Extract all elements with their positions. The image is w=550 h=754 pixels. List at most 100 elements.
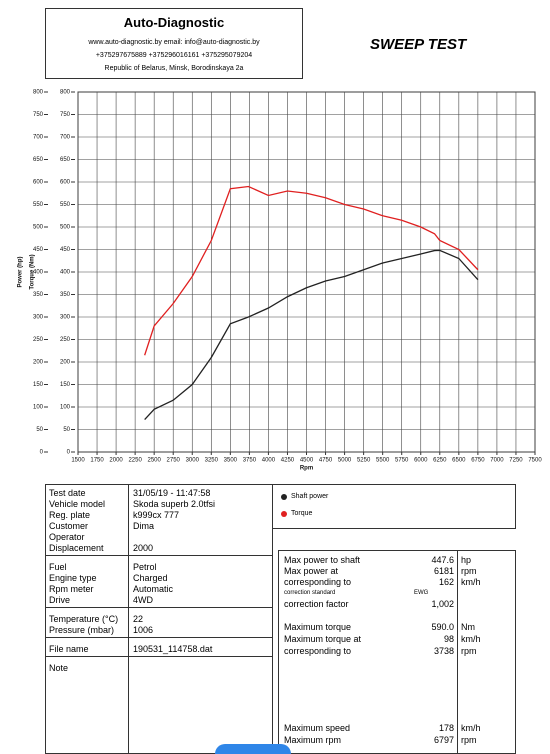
- result-value: 3738: [433, 646, 454, 656]
- results-table: Max power to shaft 447.6 hp Max power at 618…: [278, 550, 516, 754]
- x-tick-label: 7500: [528, 458, 542, 464]
- result-value: EWG: [414, 590, 429, 596]
- x-tick-label: 6500: [452, 458, 466, 464]
- result-value: 590.0: [431, 622, 454, 632]
- result-label: Maximum torque at: [284, 634, 362, 644]
- x-tick-label: 2000: [109, 458, 123, 464]
- y-axis-title: Power (hp): [18, 256, 24, 287]
- field-value: k999cx 777: [133, 510, 180, 520]
- field-label: Fuel: [49, 562, 67, 572]
- scroll-button[interactable]: [215, 744, 291, 754]
- field-value: Petrol: [133, 562, 157, 572]
- field-label: Displacement: [49, 543, 104, 553]
- field-label: Temperature (°C): [49, 614, 119, 624]
- x-tick-label: 3750: [243, 458, 257, 464]
- y-tick-label: 150: [33, 382, 44, 388]
- series-line: [144, 249, 479, 421]
- y2-tick-label: 350: [60, 292, 71, 298]
- x-tick-label: 4250: [281, 458, 295, 464]
- result-label: Maximum rpm: [284, 735, 342, 745]
- info-table: Test date 31/05/19 - 11:47:58 Vehicle mode…: [45, 484, 273, 754]
- x-tick-label: 3500: [224, 458, 238, 464]
- result-unit: rpm: [461, 735, 477, 745]
- legend-label: Torque: [291, 510, 313, 517]
- y2-tick-label: 500: [60, 225, 71, 231]
- series-line: [144, 185, 479, 356]
- field-label: Reg. plate: [49, 510, 91, 520]
- header-line: www.auto-diagnostic.by email: info@auto-…: [88, 39, 260, 46]
- result-value: 6181: [433, 566, 454, 576]
- y2-tick-label: 400: [60, 270, 71, 276]
- y2-tick-label: 450: [60, 247, 71, 253]
- field-value: 4WD: [133, 595, 153, 605]
- header-line: +375297675889 +375296016161 +37529507920…: [95, 52, 253, 59]
- y-tick-label: 350: [33, 292, 44, 298]
- field-label: File name: [49, 644, 89, 654]
- result-value: 178: [438, 723, 454, 733]
- row-divider: [46, 656, 272, 657]
- result-unit: rpm: [461, 646, 477, 656]
- result-value: 98: [443, 634, 454, 644]
- result-unit: km/h: [461, 634, 481, 644]
- y-tick-label: 700: [33, 135, 44, 141]
- y-tick-label: 550: [33, 202, 44, 208]
- x-tick-label: 5000: [338, 458, 352, 464]
- x-tick-label: 4000: [262, 458, 276, 464]
- result-value: 447.6: [431, 555, 454, 565]
- x-tick-label: 4750: [319, 458, 333, 464]
- field-label: Customer: [49, 521, 89, 531]
- result-label: correction factor: [284, 599, 349, 609]
- x-tick-label: 7250: [509, 458, 523, 464]
- company: Auto-Diagnostic: [123, 15, 225, 30]
- field-value: 1006: [133, 625, 154, 635]
- column-divider: [128, 485, 129, 754]
- result-label: corresponding to: [284, 577, 352, 587]
- y2-tick-label: 700: [60, 135, 71, 141]
- y2-tick-label: 800: [60, 90, 71, 96]
- x-tick-label: 5500: [376, 458, 390, 464]
- y-tick-label: 400: [33, 270, 44, 276]
- result-label: Max power at: [284, 566, 339, 576]
- y2-tick-label: 50: [63, 427, 70, 433]
- field-label: Drive: [49, 595, 71, 605]
- x-tick-label: 3000: [186, 458, 200, 464]
- row-divider: [46, 607, 272, 608]
- x-tick-label: 1500: [71, 458, 85, 464]
- field-value: 190531_114758.dat: [133, 644, 213, 654]
- result-label: correction standard: [284, 590, 336, 596]
- result-value: 1,002: [431, 599, 454, 609]
- x-tick-label: 6250: [433, 458, 447, 464]
- y2-tick-label: 750: [60, 112, 71, 118]
- result-label: Maximum speed: [284, 723, 351, 733]
- x-tick-label: 2750: [167, 458, 181, 464]
- field-value: Skoda superb 2.0tfsi: [133, 499, 216, 509]
- x-tick-label: 3250: [205, 458, 219, 464]
- y2-tick-label: 600: [60, 180, 71, 186]
- result-label: corresponding to: [284, 646, 352, 656]
- x-tick-label: 1750: [90, 458, 104, 464]
- y2-tick-label: 150: [60, 382, 71, 388]
- result-unit: rpm: [461, 566, 477, 576]
- x-tick-label: 7000: [490, 458, 504, 464]
- y2-tick-label: 100: [60, 405, 71, 411]
- header-box: Auto-Diagnostic www.auto-diagnostic.by e…: [45, 8, 303, 79]
- x-tick-label: 5250: [357, 458, 371, 464]
- field-label: Vehicle model: [49, 499, 106, 509]
- field-value: 2000: [133, 543, 154, 553]
- legend: Shaft power Torque: [272, 484, 516, 529]
- y-tick-label: 800: [33, 90, 44, 96]
- result-unit: km/h: [461, 577, 481, 587]
- y2-axis-title: Torque (Nm): [30, 254, 36, 289]
- result-value: 6797: [433, 735, 454, 745]
- x-axis-title: Rpm: [300, 466, 313, 472]
- y2-tick-label: 0: [67, 450, 71, 456]
- result-label: Maximum torque: [284, 622, 352, 632]
- x-tick-label: 2500: [147, 458, 161, 464]
- y-tick-label: 650: [33, 157, 44, 163]
- field-label: Engine type: [49, 573, 97, 583]
- result-unit: hp: [461, 555, 472, 565]
- y-tick-label: 750: [33, 112, 44, 118]
- x-tick-label: 5750: [395, 458, 409, 464]
